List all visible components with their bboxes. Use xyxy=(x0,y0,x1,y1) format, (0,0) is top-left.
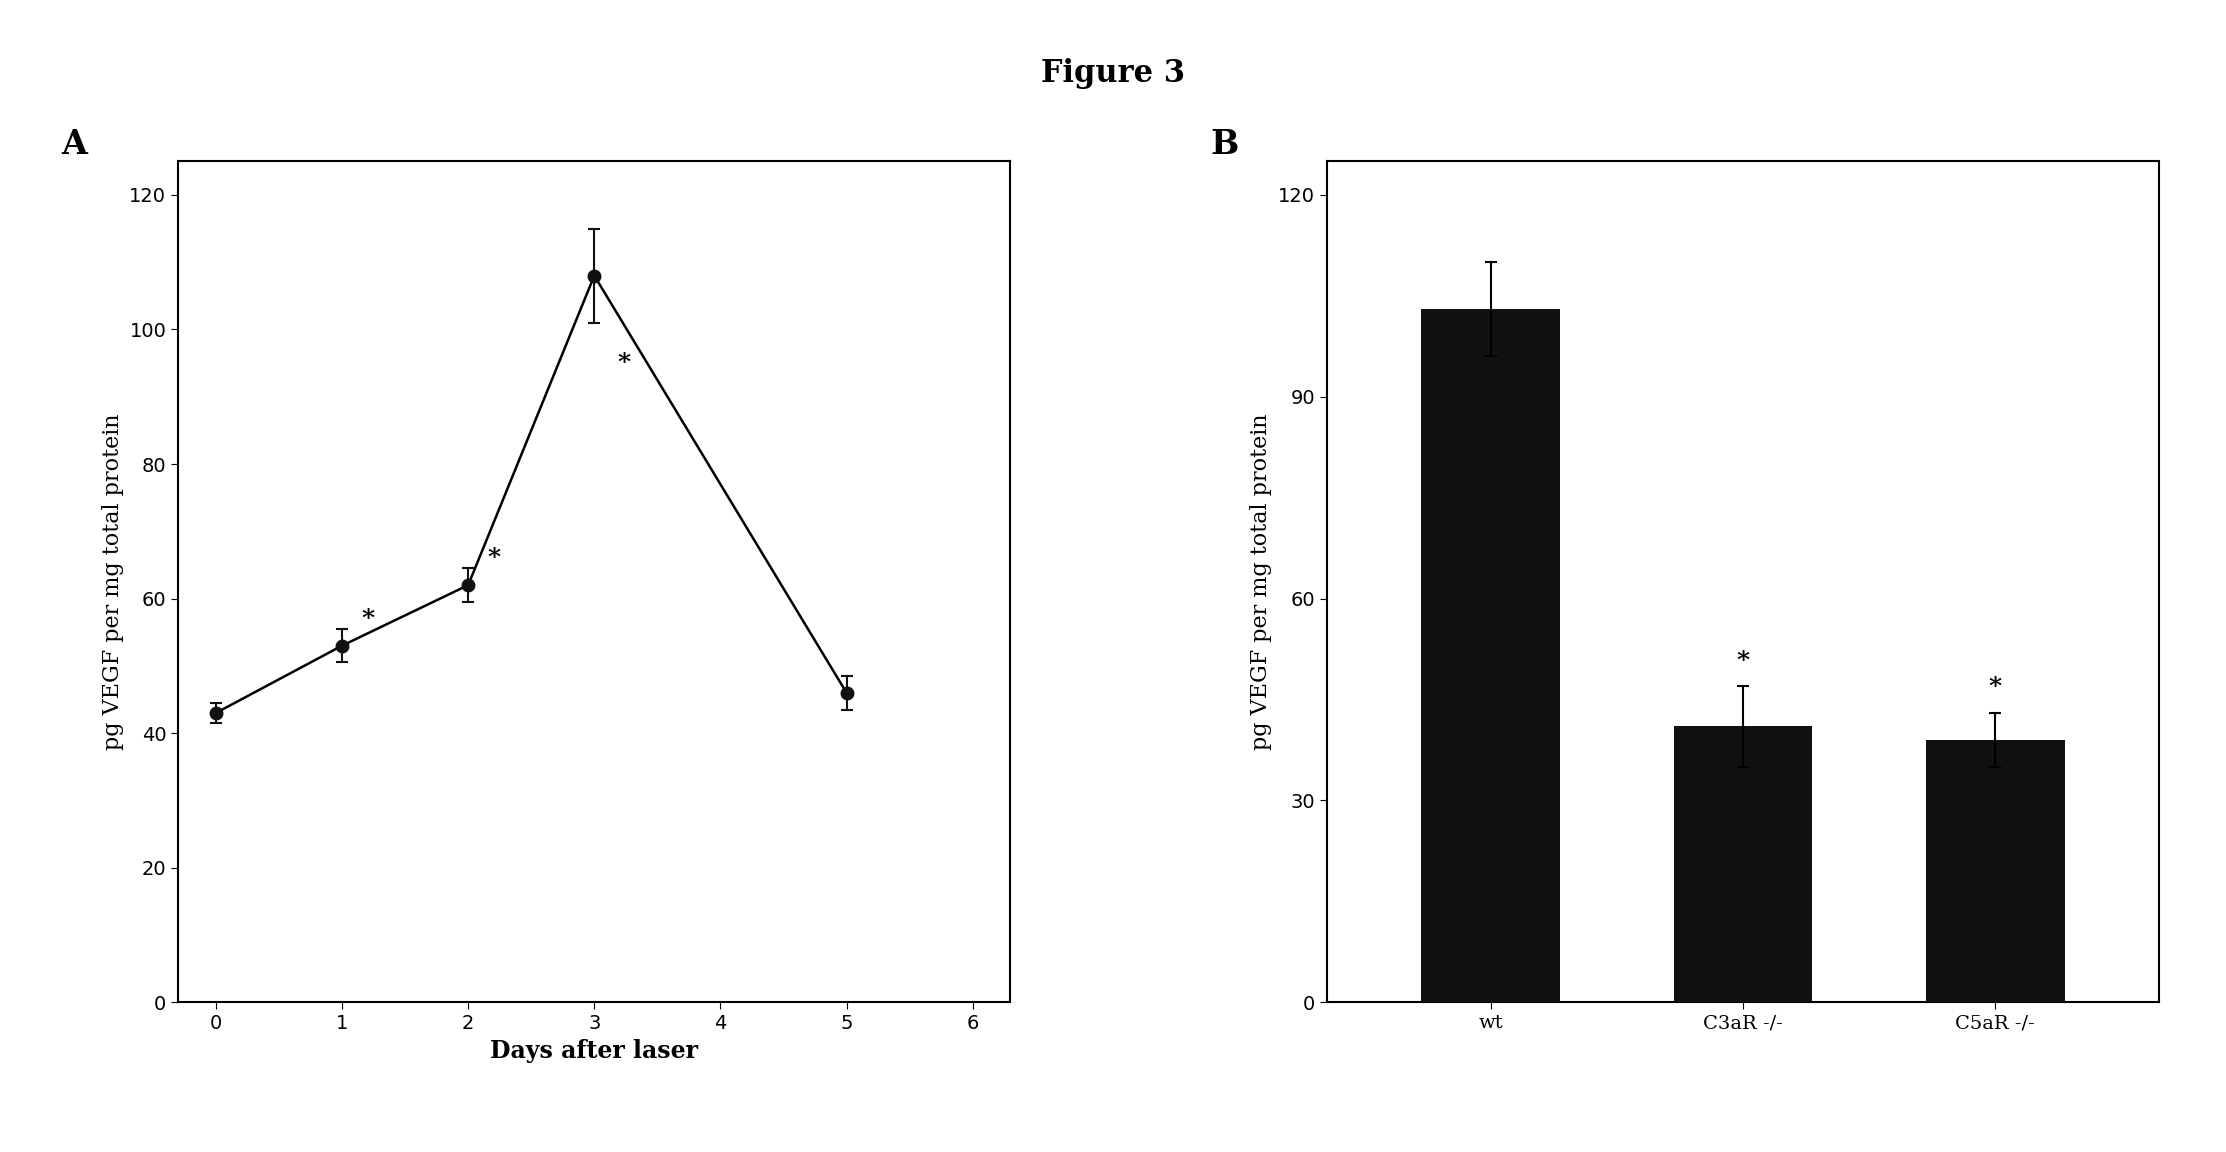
Text: Figure 3: Figure 3 xyxy=(1042,58,1184,89)
Text: *: * xyxy=(487,546,501,570)
Text: *: * xyxy=(361,607,374,631)
X-axis label: Days after laser: Days after laser xyxy=(490,1039,699,1062)
Bar xyxy=(1674,727,1812,1002)
Text: A: A xyxy=(62,128,87,160)
Text: *: * xyxy=(617,351,630,376)
Y-axis label: pg VEGF per mg total protein: pg VEGF per mg total protein xyxy=(102,414,125,750)
Text: B: B xyxy=(1211,128,1238,160)
Text: *: * xyxy=(1988,675,2001,699)
Bar xyxy=(1925,740,2066,1002)
Text: *: * xyxy=(1736,649,1750,673)
Bar xyxy=(1422,309,1560,1002)
Y-axis label: pg VEGF per mg total protein: pg VEGF per mg total protein xyxy=(1251,414,1273,750)
